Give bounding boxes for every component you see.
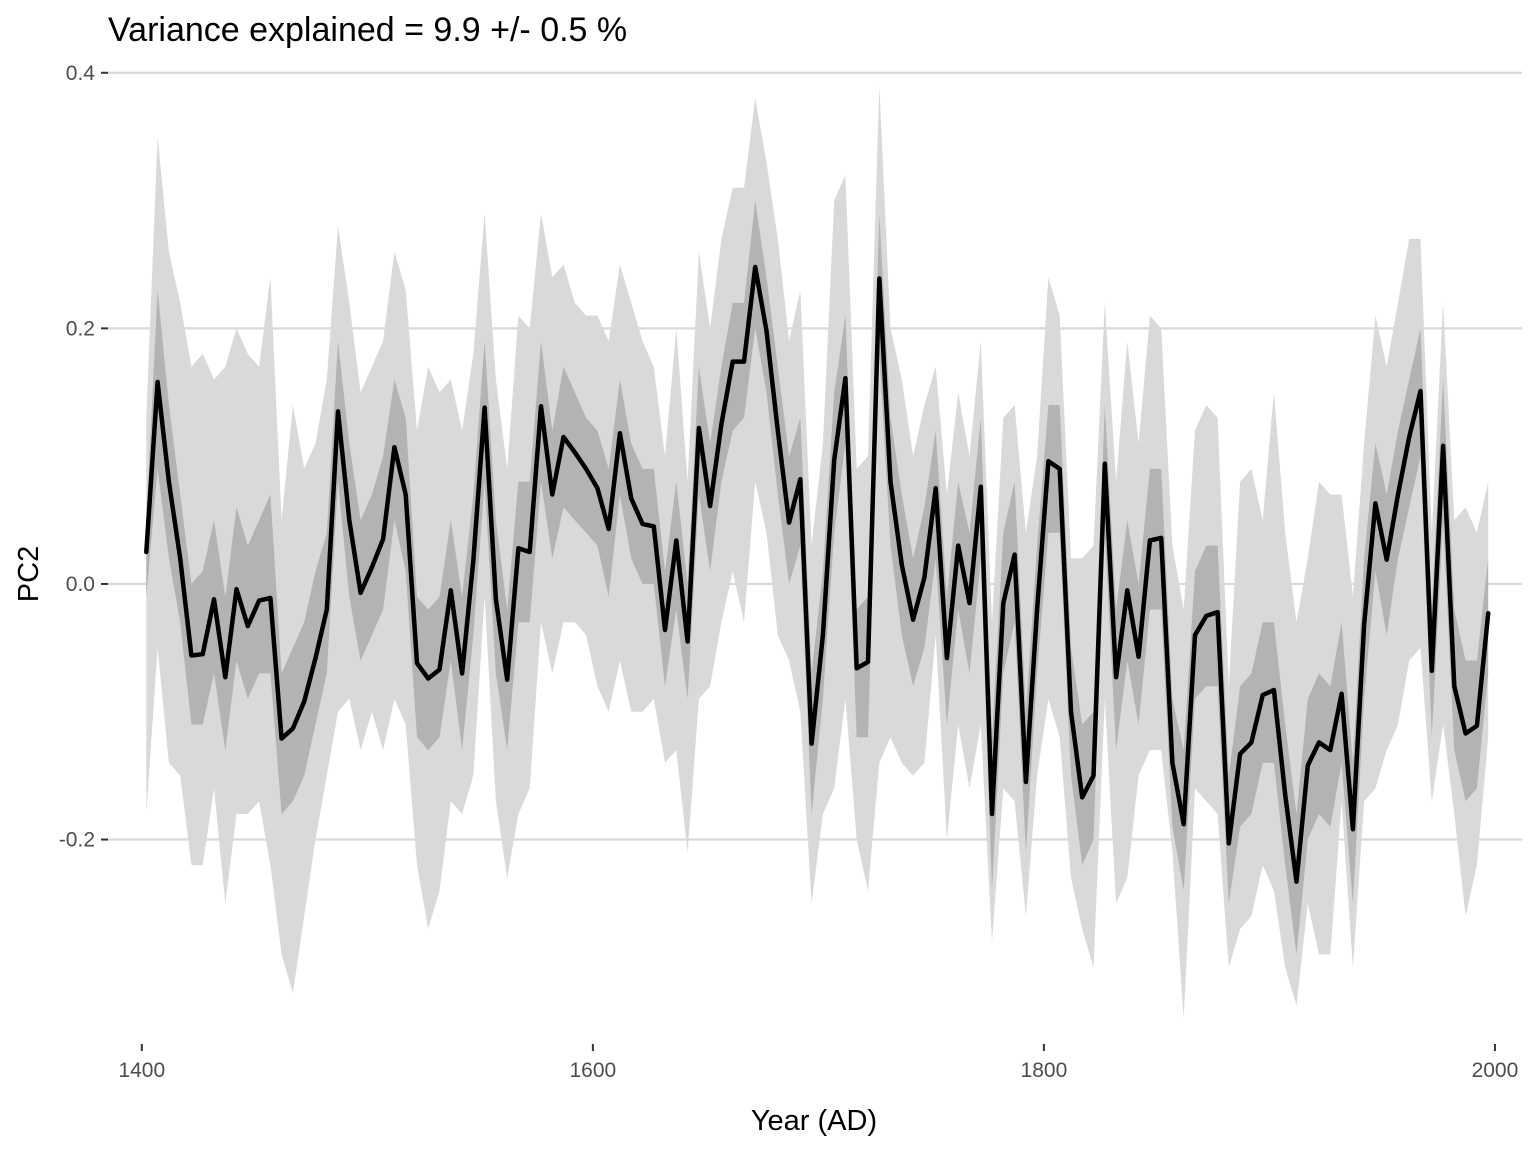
y-axis: 0.4 0.2 0.0 -0.2 xyxy=(59,62,108,852)
data-line-layer xyxy=(144,264,1491,884)
y-tick-label-2: 0.0 xyxy=(66,573,95,596)
pc2-series-line xyxy=(144,264,1491,884)
x-tick-label-2: 1800 xyxy=(1021,1059,1068,1082)
y-tick-label-3: -0.2 xyxy=(59,829,95,852)
y-axis-label: PC2 xyxy=(13,546,45,602)
inner-uncertainty-band xyxy=(146,200,1489,955)
x-axis-label: Year (AD) xyxy=(751,1105,877,1137)
x-axis: 1400 1600 1800 2000 xyxy=(118,1044,1518,1082)
chart-title: Variance explained = 9.9 +/- 0.5 % xyxy=(108,11,627,49)
x-tick-label-1: 1600 xyxy=(570,1059,617,1082)
x-tick-label-0: 1400 xyxy=(118,1059,165,1082)
uncertainty-bands xyxy=(146,85,1489,1019)
y-tick-label-1: 0.2 xyxy=(66,317,95,340)
x-tick-label-3: 2000 xyxy=(1472,1059,1519,1082)
y-tick-label-0: 0.4 xyxy=(66,62,96,85)
outer-uncertainty-band xyxy=(146,85,1489,1019)
